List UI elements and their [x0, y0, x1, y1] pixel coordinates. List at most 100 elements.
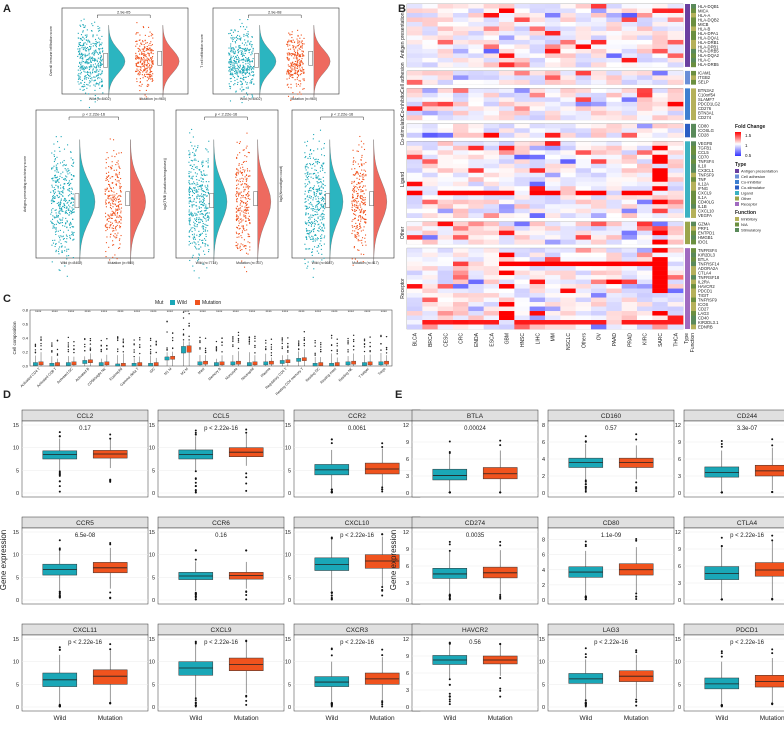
mutation-point: [288, 69, 289, 70]
wild-point: [234, 69, 235, 70]
heatmap-cell: [484, 80, 500, 85]
wild-point: [237, 38, 238, 39]
heatmap-cell: [422, 271, 438, 276]
wild-point: [196, 176, 197, 177]
mutation-point: [136, 44, 137, 45]
heatmap-cell: [652, 124, 668, 129]
heatmap-cell: [545, 204, 561, 209]
wild-point: [317, 191, 318, 192]
wild-point: [252, 75, 253, 76]
wild-point: [317, 237, 318, 238]
heatmap-cell: [652, 200, 668, 205]
wild-point: [82, 37, 83, 38]
composition-outlier: [123, 342, 124, 343]
heatmap-cell: [622, 271, 638, 276]
wild-point: [80, 38, 81, 39]
heatmap-cell: [545, 146, 561, 151]
heatmap-cell: [652, 155, 668, 160]
mutation-point: [292, 77, 293, 78]
mutation-point: [142, 66, 143, 67]
heatmap-cell: [514, 302, 530, 307]
mutation-point: [240, 213, 241, 214]
wild-point: [71, 179, 72, 180]
heatmap-cell: [514, 186, 530, 191]
wild-point: [73, 232, 74, 233]
composition-ytick: 0.8: [22, 308, 28, 313]
heatmap-cell: [591, 141, 607, 146]
wild-point: [190, 229, 191, 230]
mutation-point: [148, 74, 149, 75]
wild-point: [320, 179, 321, 180]
wild-point: [317, 208, 318, 209]
mutation-point: [302, 70, 303, 71]
composition-box: [198, 362, 202, 365]
wild-point: [199, 196, 200, 197]
wild-point: [65, 201, 66, 202]
wild-point: [322, 227, 323, 228]
heatmap-cell: [591, 186, 607, 191]
mutation-point: [297, 94, 298, 95]
wild-point: [68, 190, 69, 191]
heatmap-cell: [668, 168, 684, 173]
wild-point: [313, 158, 314, 159]
wild-point: [87, 67, 88, 68]
wild-point: [201, 201, 202, 202]
composition-outlier: [188, 323, 189, 324]
mutation-point: [110, 236, 111, 237]
heatmap-cell: [668, 128, 684, 133]
heatmap-cell: [453, 22, 469, 27]
function-legend-swatch: [735, 223, 739, 227]
heatmap-cell: [576, 204, 592, 209]
mutation-point: [298, 36, 299, 37]
mutation-point: [291, 53, 292, 54]
mutation-point: [353, 186, 354, 187]
heatmap-cell: [576, 182, 592, 187]
wild-point: [205, 185, 206, 186]
heatmap-cell: [407, 80, 423, 85]
heatmap-cell: [668, 88, 684, 93]
mutation-point: [352, 219, 353, 220]
wild-point: [84, 38, 85, 39]
wild-point: [99, 48, 100, 49]
mutation-point: [149, 72, 150, 73]
wild-point: [229, 83, 230, 84]
mutation-point: [114, 195, 115, 196]
heatmap-cell: [453, 8, 469, 13]
wild-point: [309, 163, 310, 164]
wild-point: [84, 62, 85, 63]
wild-point: [250, 49, 251, 50]
mutation-point: [242, 167, 243, 168]
mutation-point: [106, 236, 107, 237]
wild-point: [71, 193, 72, 194]
mutation-point: [360, 227, 361, 228]
wild-point: [81, 39, 82, 40]
heatmap-cell: [438, 316, 454, 321]
mutation-point: [289, 70, 290, 71]
mutation-point: [300, 65, 301, 66]
heatmap-cell: [622, 124, 638, 129]
heatmap-cell: [484, 262, 500, 267]
heatmap-cell: [560, 262, 576, 267]
heatmap-cell: [530, 146, 546, 151]
mutation-point: [359, 228, 360, 229]
wild-point: [59, 219, 60, 220]
composition-outlier: [232, 346, 233, 347]
wild-point: [88, 72, 89, 73]
heatmap-cell: [514, 191, 530, 196]
mutation-point: [138, 48, 139, 49]
mutation-point: [248, 191, 249, 192]
wild-point: [320, 194, 321, 195]
wild-point: [192, 243, 193, 244]
wild-point: [93, 84, 94, 85]
heatmap-cell: [468, 262, 484, 267]
mutation-point: [301, 50, 302, 51]
function-annotation-cell: [691, 226, 696, 231]
mutation-point: [113, 235, 114, 236]
heatmap-cell: [514, 8, 530, 13]
function-annotation-cell: [691, 97, 696, 102]
mutation-point: [245, 183, 246, 184]
wild-point: [98, 28, 99, 29]
wild-point: [189, 201, 190, 202]
wild-point: [308, 220, 309, 221]
mutation-point: [119, 209, 120, 210]
